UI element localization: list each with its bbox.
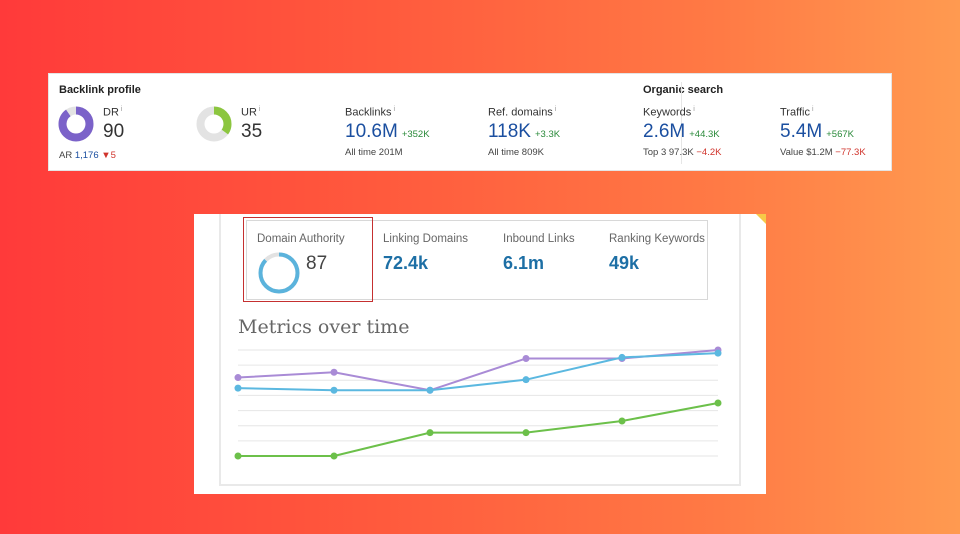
- series-3-point[interactable]: [330, 452, 338, 460]
- ar-value[interactable]: 1,176: [74, 150, 99, 161]
- series-3-point[interactable]: [234, 452, 242, 460]
- series-2-point[interactable]: [618, 353, 626, 361]
- series-1-point[interactable]: [234, 374, 242, 382]
- ranking-keywords-value[interactable]: 49k: [609, 253, 640, 273]
- backlinks-delta: +352K: [401, 128, 430, 140]
- inbound-links-label: Inbound Links: [503, 233, 575, 245]
- linking-domains-label: Linking Domains: [383, 233, 469, 245]
- ref-domains-value[interactable]: 118K: [488, 120, 531, 142]
- traffic-value-delta: −77.3K: [835, 146, 866, 158]
- ur-metric[interactable]: UR i 35: [241, 106, 262, 143]
- series-3-point[interactable]: [714, 399, 722, 407]
- top3-value: 97.3K: [668, 146, 694, 158]
- dr-donut-chart: [58, 106, 94, 142]
- ranking-keywords-label: Ranking Keywords: [609, 233, 705, 245]
- organic-search-title: Organic search: [643, 84, 724, 96]
- moz-metrics-panel: Domain Authority 87 Linking Domains 72.4…: [194, 214, 766, 494]
- ref-domains-info-icon[interactable]: i: [554, 106, 557, 113]
- backlinks-all-time-value: 201M: [378, 146, 403, 158]
- domain-authority-highlight: [243, 217, 373, 302]
- corner-tag-icon: [756, 214, 766, 224]
- section-divider: [681, 82, 682, 164]
- domain-authority-gauge: [258, 252, 300, 294]
- traffic-value-label: Value: [780, 146, 804, 158]
- backlinks-label: Backlinks: [345, 106, 392, 119]
- keywords-metric[interactable]: Keywords i 2.6M +44.3K Top 3 97.3K −4.2K: [643, 106, 721, 158]
- series-2-point[interactable]: [522, 376, 530, 384]
- ur-label: UR: [241, 106, 257, 119]
- ar-label: AR: [59, 150, 73, 161]
- series-line-3: [238, 402, 719, 457]
- traffic-value-amount: $1.2M: [806, 146, 833, 158]
- dr-donut-fill: [58, 106, 94, 142]
- ar-delta: 5: [110, 150, 116, 161]
- ar-metric: AR 1,176 ▼5: [59, 150, 116, 161]
- dr-value: 90: [103, 120, 125, 142]
- inbound-links-value[interactable]: 6.1m: [503, 253, 545, 273]
- backlinks-value[interactable]: 10.6M: [345, 120, 398, 142]
- series-line-2: [237, 352, 719, 392]
- series-1-point[interactable]: [522, 354, 530, 362]
- top3-label: Top 3: [643, 146, 667, 158]
- ur-value: 35: [241, 120, 263, 142]
- traffic-label: Traffic: [780, 106, 810, 119]
- backlinks-metric[interactable]: Backlinks i 10.6M +352K All time 201M: [345, 106, 430, 158]
- ar-down-arrow-icon: ▼: [101, 150, 111, 161]
- series-3-point[interactable]: [618, 417, 626, 425]
- series-3-point[interactable]: [522, 429, 530, 437]
- backlinks-all-time-label: All time: [345, 146, 377, 158]
- series-3-point[interactable]: [426, 429, 434, 437]
- keywords-value[interactable]: 2.6M: [643, 120, 686, 142]
- ahrefs-overview-panel: Backlink profile Organic search DR i 90 A…: [48, 73, 892, 171]
- chart-title: Metrics over time: [238, 316, 410, 338]
- keywords-info-icon[interactable]: i: [693, 106, 695, 113]
- top3-delta: −4.2K: [696, 146, 722, 158]
- linking-domains-value[interactable]: 72.4k: [383, 253, 429, 273]
- ref-domains-all-time-value: 809K: [521, 146, 544, 158]
- backlink-profile-title: Backlink profile: [59, 84, 141, 96]
- series-2-point[interactable]: [714, 349, 722, 357]
- moz-inner-frame: [219, 214, 741, 486]
- series-2-point[interactable]: [426, 386, 434, 394]
- ur-donut-fill: [196, 106, 232, 142]
- domain-authority-label: Domain Authority: [257, 233, 345, 245]
- domain-authority-gauge-fill: [258, 252, 300, 294]
- series-1-point[interactable]: [330, 368, 338, 376]
- traffic-delta: +567K: [826, 128, 854, 140]
- keywords-delta: +44.3K: [689, 128, 720, 140]
- domain-authority-value: 87: [306, 253, 328, 274]
- ref-domains-delta: +3.3K: [534, 128, 561, 140]
- moz-metric-row: Domain Authority 87 Linking Domains 72.4…: [246, 220, 708, 300]
- ref-domains-label: Ref. domains: [488, 106, 553, 119]
- dr-info-icon[interactable]: i: [120, 106, 123, 113]
- backlinks-info-icon[interactable]: i: [393, 106, 396, 113]
- keywords-label: Keywords: [643, 106, 692, 119]
- dr-label: DR: [103, 106, 119, 119]
- traffic-metric[interactable]: Traffic i 5.4M +567K Value $1.2M −77.3K: [780, 106, 866, 158]
- ref-domains-all-time-label: All time: [488, 146, 520, 158]
- metrics-over-time-chart: [234, 346, 722, 460]
- ref-domains-metric[interactable]: Ref. domains i 118K +3.3K All time 809K: [488, 106, 560, 158]
- traffic-info-icon[interactable]: i: [811, 106, 814, 113]
- ur-info-icon[interactable]: i: [258, 106, 261, 113]
- series-2-point[interactable]: [330, 386, 338, 394]
- series-2-point[interactable]: [234, 384, 242, 392]
- dr-metric[interactable]: DR i 90: [103, 106, 124, 143]
- ur-donut-chart: [196, 106, 232, 142]
- traffic-value[interactable]: 5.4M: [780, 120, 823, 142]
